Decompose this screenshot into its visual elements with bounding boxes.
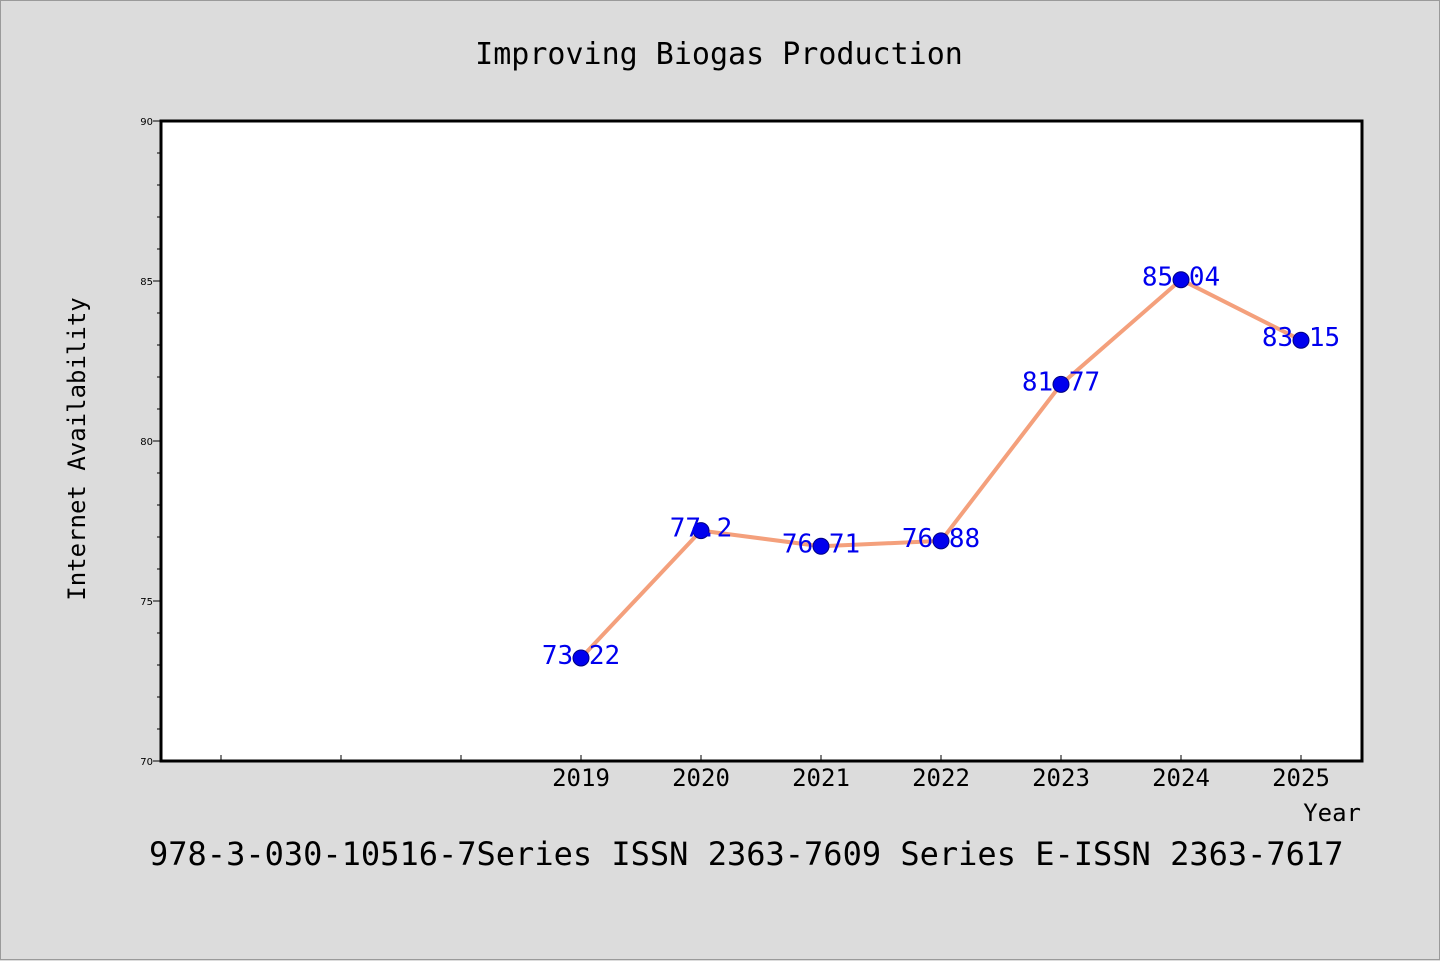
data-point — [1292, 331, 1310, 349]
x-axis: 2019 2020 2021 2022 2023 2024 2025 — [220, 755, 1330, 792]
series-group: 73.22 77.2 76.71 76.88 81.77 85.04 83.15 — [542, 263, 1340, 671]
x-axis-label: Year — [1303, 799, 1361, 827]
data-point — [572, 649, 590, 667]
data-label: 81.77 — [1022, 367, 1100, 397]
plot-area — [159, 119, 1364, 763]
data-point — [812, 537, 830, 555]
data-label: 83.15 — [1262, 323, 1340, 353]
data-point — [1052, 375, 1070, 393]
x-tick-label: 2024 — [1152, 764, 1210, 792]
y-tick-label: 80 — [140, 437, 153, 448]
x-tick-label: 2020 — [672, 764, 730, 792]
x-tick-label: 2021 — [792, 764, 850, 792]
x-tick-label: 2025 — [1272, 764, 1330, 792]
data-label: 77.2 — [670, 514, 733, 544]
data-label: 73.22 — [542, 641, 620, 671]
data-point — [932, 532, 950, 550]
data-label: 76.71 — [782, 529, 860, 559]
data-point — [692, 522, 710, 540]
y-axis-label: Internet Availability — [63, 297, 91, 600]
y-tick-label: 75 — [140, 597, 153, 608]
chart-title: Improving Biogas Production — [475, 37, 963, 72]
data-point — [1172, 271, 1190, 289]
y-tick-label: 70 — [140, 757, 153, 768]
x-tick-label: 2023 — [1032, 764, 1090, 792]
data-label: 76.88 — [902, 524, 980, 554]
footer-text: 978-3-030-10516-7Series ISSN 2363-7609 S… — [149, 835, 1343, 873]
y-tick-label: 85 — [140, 277, 153, 288]
data-label: 85.04 — [1142, 263, 1220, 293]
x-tick-label: 2022 — [912, 764, 970, 792]
x-tick-label: 2019 — [552, 764, 610, 792]
y-axis: 70 75 80 85 90 — [140, 117, 161, 768]
y-tick-label: 90 — [140, 117, 153, 128]
